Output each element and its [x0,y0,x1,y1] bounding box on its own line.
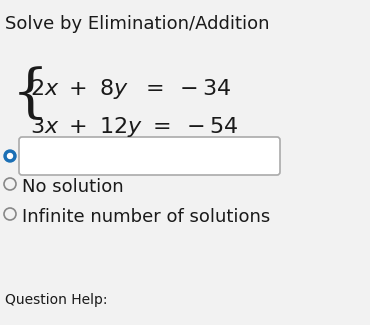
Text: Question Help:: Question Help: [5,293,108,307]
FancyBboxPatch shape [19,137,280,175]
Circle shape [4,178,16,190]
Circle shape [4,150,16,162]
Text: $3x\ +\ 12y\ =\ -54$: $3x\ +\ 12y\ =\ -54$ [30,115,239,139]
Text: No solution: No solution [22,178,124,196]
Text: $2x\ +\ 8y\ \ =\ -34$: $2x\ +\ 8y\ \ =\ -34$ [30,77,232,101]
Text: {: { [12,68,49,124]
Text: Infinite number of solutions: Infinite number of solutions [22,208,270,226]
Circle shape [4,208,16,220]
Circle shape [7,153,13,159]
Text: Solve by Elimination/Addition: Solve by Elimination/Addition [5,15,269,33]
